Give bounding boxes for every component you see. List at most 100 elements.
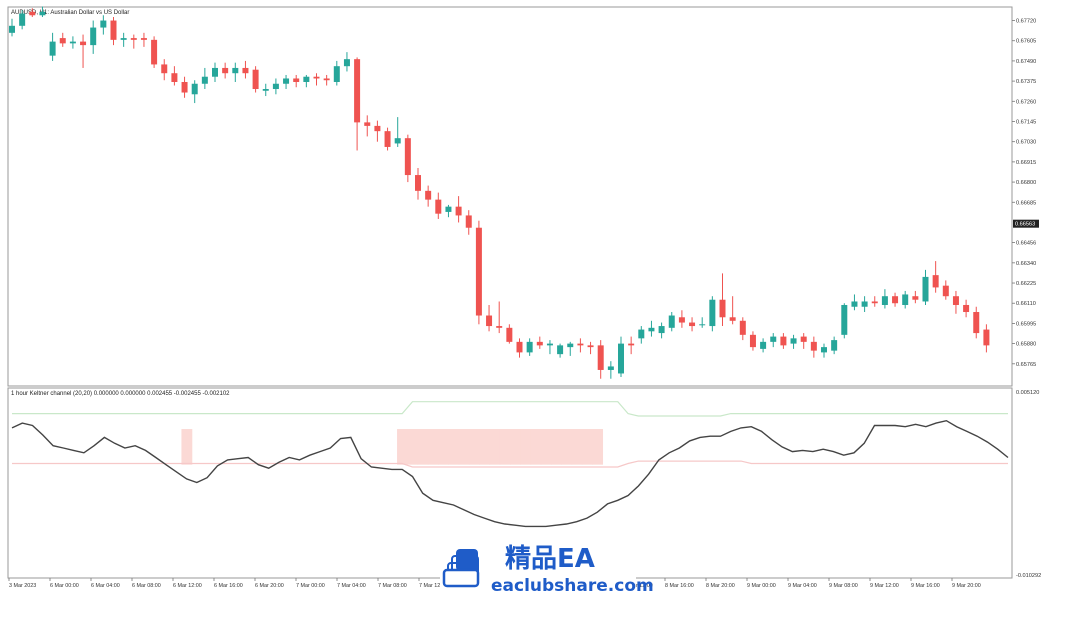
candle-body — [29, 11, 36, 16]
candle-body — [415, 175, 421, 191]
price-axis-label: 0.66340 — [1016, 261, 1036, 267]
histogram-bar — [458, 429, 470, 465]
histogram-bar — [448, 429, 460, 465]
time-axis-label: 9 Mar 00:00 — [747, 583, 776, 589]
candle-body — [709, 299, 716, 327]
price-axis: 0.67720 0.67605 0.67490 0.67375 0.67260 0.671… — [1012, 19, 1039, 368]
candle-body — [902, 294, 909, 305]
candle-body — [668, 315, 675, 328]
candlestick-series — [9, 6, 990, 379]
candle-body — [841, 304, 848, 335]
candle-body — [963, 304, 970, 313]
histogram-bar — [530, 429, 542, 465]
price-axis-label: 0.67490 — [1016, 59, 1036, 65]
time-axis-label: 6 Mar 16:00 — [214, 583, 243, 589]
time-axis-label: 3 Mar 2023 — [9, 583, 36, 589]
candle-body — [618, 343, 624, 374]
current-price-tag — [1013, 219, 1039, 228]
candle-body — [526, 341, 533, 353]
price-axis-label: 0.67375 — [1016, 79, 1036, 85]
candle-body — [49, 41, 56, 56]
candle-body — [232, 67, 239, 74]
price-axis-label: 0.66800 — [1016, 180, 1036, 186]
time-axis-label: 9 Mar 04:00 — [788, 583, 817, 589]
price-axis-label: 0.66685 — [1016, 200, 1036, 206]
candle-body — [201, 76, 208, 84]
time-axis-label: 6 Mar 00:00 — [50, 583, 79, 589]
candle-body — [171, 73, 178, 82]
candle-body — [110, 20, 117, 40]
price-axis-label: 0.67605 — [1016, 39, 1036, 45]
indicator-axis-label: -0.010292 — [1016, 573, 1041, 579]
histogram-bar — [181, 429, 193, 465]
candle-body — [191, 83, 198, 95]
candle-body — [425, 190, 432, 200]
histogram-bar — [520, 429, 532, 465]
candle-body — [577, 343, 584, 346]
candle-body — [120, 38, 127, 40]
histogram-bar — [592, 429, 604, 465]
candle-body — [252, 69, 259, 90]
price-axis-label: 0.65765 — [1016, 362, 1036, 368]
time-axis-label: 9 Mar 12:00 — [870, 583, 899, 589]
candle-body — [546, 343, 553, 346]
histogram-bar — [571, 429, 583, 465]
histogram-bar — [397, 429, 408, 465]
histogram-bar — [407, 429, 419, 465]
candle-body — [760, 341, 767, 349]
candle-body — [384, 131, 391, 147]
histogram-bar — [499, 429, 511, 465]
histogram-bar — [427, 429, 439, 465]
time-axis-label: 6 Mar 12:00 — [173, 583, 202, 589]
candle-body — [506, 327, 513, 342]
candle-body — [140, 38, 147, 40]
candle-body — [678, 317, 685, 323]
candle-body — [486, 315, 493, 327]
price-axis-label: 0.66110 — [1016, 301, 1036, 307]
watermark: 精品EA eaclubshare.com — [440, 535, 654, 597]
candle-body — [719, 299, 726, 318]
candle-body — [851, 301, 858, 307]
candle-body — [364, 122, 371, 126]
price-axis-label: 0.66456 — [1016, 240, 1036, 246]
current-price-label: 0.66563 — [1015, 222, 1035, 228]
indicator-title: 1 hour Keltner channel (20,20) 0.000000 … — [11, 391, 230, 397]
candle-body — [130, 38, 137, 40]
price-axis-label: 0.67145 — [1016, 119, 1036, 125]
candle-body — [465, 215, 472, 228]
watermark-logo-icon — [442, 549, 480, 588]
candle-body — [333, 66, 340, 82]
candle-body — [293, 78, 300, 82]
watermark-url: eaclubshare.com — [491, 576, 654, 596]
candle-body — [536, 341, 543, 346]
keltner-upper-band — [12, 401, 1008, 417]
candle-body — [557, 345, 564, 355]
keltner-channel-lines — [11, 401, 1009, 528]
candle-body — [161, 64, 168, 74]
indicator-axis-label: 0.005120 — [1016, 390, 1039, 396]
candle-body — [404, 138, 411, 176]
candle-body — [780, 336, 787, 346]
candle-body — [445, 206, 452, 212]
candle-body — [496, 326, 503, 328]
candle-body — [222, 67, 229, 74]
candle-body — [374, 125, 381, 132]
indicator-histogram — [181, 429, 604, 465]
keltner-lower-band — [12, 460, 1008, 468]
candle-body — [39, 11, 46, 16]
candle-body — [343, 59, 350, 67]
candle-body — [9, 25, 15, 33]
candle-body — [942, 285, 949, 297]
candle-body — [648, 327, 655, 332]
candle-body — [587, 345, 594, 348]
candle-body — [262, 89, 269, 91]
candle-body — [912, 296, 919, 300]
time-axis-label: 9 Mar 16:00 — [911, 583, 940, 589]
candle-body — [394, 138, 401, 144]
candle-body — [821, 347, 827, 353]
candle-body — [861, 301, 868, 307]
candle-body — [831, 340, 838, 351]
indicator-axis: 0.005120 -0.010292 — [1016, 390, 1041, 579]
candle-body — [810, 341, 817, 351]
